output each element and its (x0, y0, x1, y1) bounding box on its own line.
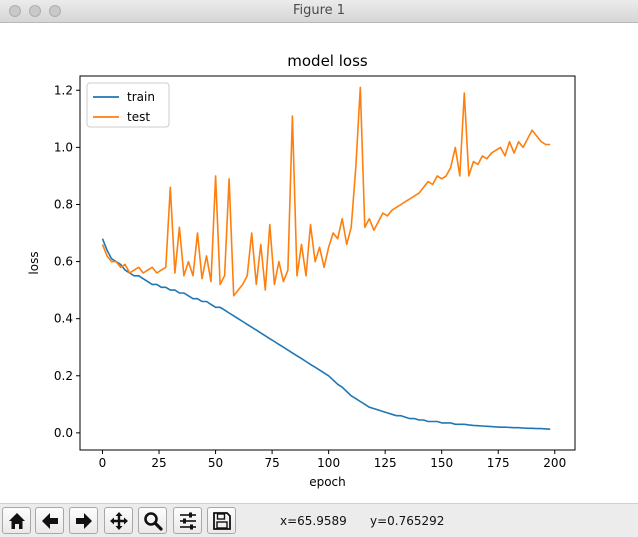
plot-area-frame (79, 75, 576, 451)
minimize-window-button[interactable] (29, 5, 41, 17)
x-tick-label: 150 (430, 456, 453, 470)
x-tick-label: 0 (99, 456, 107, 470)
y-tick-label: 0.4 (54, 312, 73, 326)
magnifier-icon (144, 512, 163, 531)
floppy-disk-icon (213, 512, 231, 530)
arrow-left-icon (42, 513, 58, 529)
y-tick-label: 0.2 (54, 369, 73, 383)
y-tick-label: 1.2 (54, 83, 73, 97)
x-axis-label: epoch (309, 475, 346, 489)
cursor-x-readout: x=65.9589 (280, 514, 347, 528)
zoom-button[interactable] (138, 507, 167, 534)
loss-chart[interactable]: model loss 0 25 50 75 100 125 150 175 200 0.0 0.2 0.… (0, 23, 638, 503)
title-bar: Figure 1 (0, 0, 638, 23)
y-tick-label: 0.8 (54, 197, 73, 211)
pan-button[interactable] (104, 507, 133, 534)
series-line-train (101, 238, 551, 430)
save-button[interactable] (207, 507, 236, 534)
figure-canvas[interactable]: model loss 0 25 50 75 100 125 150 175 200 0.0 0.2 0.… (0, 23, 638, 503)
window-title: Figure 1 (292, 3, 346, 18)
forward-button[interactable] (69, 507, 98, 534)
home-button[interactable] (2, 507, 31, 534)
legend-box (86, 82, 170, 128)
y-axis-label: loss (27, 251, 41, 274)
x-tick-label: 200 (543, 456, 566, 470)
configure-subplots-button[interactable] (173, 507, 202, 534)
x-tick-label: 125 (374, 456, 397, 470)
close-window-button[interactable] (9, 5, 21, 17)
home-icon (9, 513, 25, 529)
x-tick-label: 25 (151, 456, 166, 470)
cursor-y-readout: y=0.765292 (370, 514, 445, 528)
sliders-icon (180, 512, 196, 530)
zoom-window-button[interactable] (49, 5, 61, 17)
legend-label-test: test (127, 110, 150, 124)
x-tick-label: 100 (317, 456, 340, 470)
x-tick-label: 175 (487, 456, 510, 470)
legend-label-train: train (127, 90, 155, 104)
series-line-test (101, 86, 551, 297)
y-tick-label: 0.0 (54, 426, 73, 440)
y-tick-label: 1.0 (54, 140, 73, 154)
move-icon (110, 512, 128, 530)
x-tick-label: 50 (208, 456, 223, 470)
y-tick-label: 0.6 (54, 255, 73, 269)
x-tick-label: 75 (264, 456, 279, 470)
back-button[interactable] (35, 507, 64, 534)
chart-title: model loss (287, 52, 368, 70)
arrow-right-icon (76, 513, 92, 529)
navigation-toolbar: x=65.9589 y=0.765292 (0, 503, 638, 537)
